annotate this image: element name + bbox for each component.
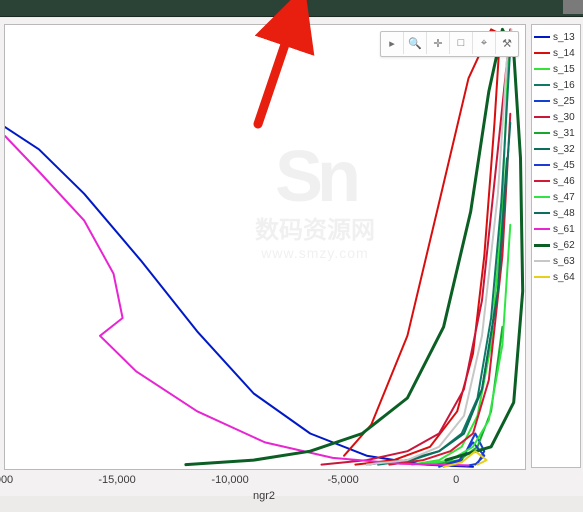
legend-swatch (534, 36, 550, 38)
legend-swatch (534, 68, 550, 70)
legend-item[interactable]: s_47 (534, 189, 578, 205)
legend-label: s_30 (553, 112, 575, 123)
series-line (322, 29, 511, 464)
chart-frame: ▸ 🔍 ✛ □ ⌖ ⚒ Sn 数码资源网 www.smzy.com s_13s_… (0, 18, 583, 496)
x-tick: -10,000 (211, 474, 248, 486)
plot-area[interactable]: ▸ 🔍 ✛ □ ⌖ ⚒ Sn 数码资源网 www.smzy.com (4, 24, 526, 470)
legend-item[interactable]: s_31 (534, 125, 578, 141)
legend-label: s_48 (553, 208, 575, 219)
legend-label: s_45 (553, 160, 575, 171)
legend-item[interactable]: s_16 (534, 77, 578, 93)
rect-icon[interactable]: □ (450, 32, 473, 54)
legend-swatch (534, 228, 550, 230)
legend-swatch (534, 100, 550, 102)
legend-item[interactable]: s_63 (534, 253, 578, 269)
legend-item[interactable]: s_62 (534, 237, 578, 253)
legend-label: s_63 (553, 256, 575, 267)
legend-item[interactable]: s_46 (534, 173, 578, 189)
zoom-icon[interactable]: 🔍 (404, 32, 427, 54)
legend-label: s_14 (553, 48, 575, 59)
legend-swatch (534, 276, 550, 278)
legend-label: s_46 (553, 176, 575, 187)
legend-item[interactable]: s_14 (534, 45, 578, 61)
x-tick: 000 (0, 474, 13, 486)
legend-swatch (534, 244, 550, 247)
legend-label: s_15 (553, 64, 575, 75)
series-line (5, 127, 473, 467)
legend-label: s_31 (553, 128, 575, 139)
series-line (367, 158, 507, 464)
minimize-button[interactable] (563, 0, 583, 14)
x-axis-label: ngr2 (253, 490, 275, 502)
legend-label: s_47 (553, 192, 575, 203)
legend-item[interactable]: s_25 (534, 93, 578, 109)
legend-label: s_64 (553, 272, 575, 283)
legend-label: s_25 (553, 96, 575, 107)
legend-label: s_16 (553, 80, 575, 91)
legend-item[interactable]: s_30 (534, 109, 578, 125)
legend: s_13 s_14 s_15 s_16 s_25 s_30 s_31 s_32 s_45 s_46… (531, 24, 581, 468)
legend-item[interactable]: s_15 (534, 61, 578, 77)
zoom-fit-icon[interactable]: ⌖ (473, 32, 496, 54)
x-tick: -5,000 (328, 474, 359, 486)
legend-label: s_62 (553, 240, 575, 251)
title-bar (0, 0, 583, 17)
legend-swatch (534, 132, 550, 134)
legend-swatch (534, 84, 550, 86)
legend-swatch (534, 196, 550, 198)
pointer-icon[interactable]: ▸ (381, 32, 404, 54)
x-axis: ngr2 000-15,000-10,000-5,0000 (4, 474, 524, 508)
legend-swatch (534, 116, 550, 118)
legend-item[interactable]: s_45 (534, 157, 578, 173)
legend-swatch (534, 148, 550, 150)
legend-label: s_61 (553, 224, 575, 235)
pan-icon[interactable]: ✛ (427, 32, 450, 54)
legend-swatch (534, 180, 550, 182)
x-tick: -15,000 (98, 474, 135, 486)
config-icon[interactable]: ⚒ (496, 32, 518, 54)
legend-swatch (534, 260, 550, 262)
legend-item[interactable]: s_61 (534, 221, 578, 237)
legend-item[interactable]: s_48 (534, 205, 578, 221)
chart-toolbar: ▸ 🔍 ✛ □ ⌖ ⚒ (380, 31, 519, 57)
legend-item[interactable]: s_64 (534, 269, 578, 285)
chart-svg (5, 25, 525, 469)
legend-label: s_13 (553, 32, 575, 43)
legend-label: s_32 (553, 144, 575, 155)
legend-swatch (534, 52, 550, 54)
legend-item[interactable]: s_32 (534, 141, 578, 157)
legend-swatch (534, 212, 550, 214)
x-tick: 0 (453, 474, 459, 486)
legend-swatch (534, 164, 550, 166)
legend-item[interactable]: s_13 (534, 29, 578, 45)
series-line (186, 29, 523, 464)
